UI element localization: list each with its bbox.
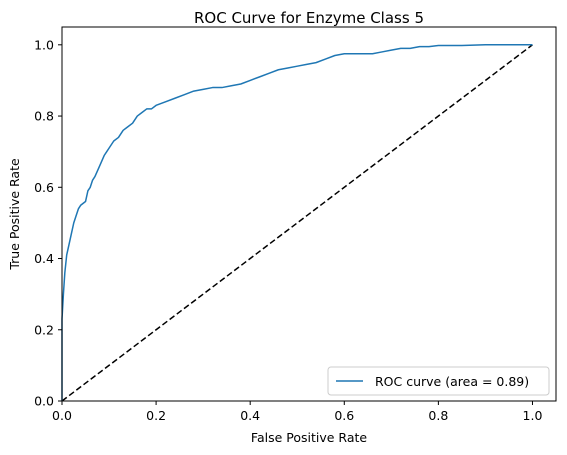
x-tick-label: 0.4 bbox=[240, 408, 260, 423]
legend-label: ROC curve (area = 0.89) bbox=[375, 374, 529, 389]
y-axis-label: True Positive Rate bbox=[7, 158, 22, 271]
legend: ROC curve (area = 0.89) bbox=[327, 366, 550, 396]
y-tick-label: 0.4 bbox=[34, 251, 54, 266]
x-tick-label: 0.8 bbox=[428, 408, 448, 423]
chance-diagonal-line bbox=[61, 44, 533, 402]
x-tick-label: 0.0 bbox=[52, 408, 72, 423]
y-tick-label: 0.8 bbox=[34, 109, 54, 124]
y-axis: 0.0 0.2 0.4 0.6 0.8 1.0 bbox=[34, 37, 62, 409]
y-tick-label: 0.2 bbox=[34, 322, 54, 337]
plot-area bbox=[61, 44, 533, 402]
plot-frame bbox=[61, 26, 557, 402]
x-tick-label: 0.2 bbox=[146, 408, 166, 423]
legend-box bbox=[327, 366, 550, 396]
roc-curve-line bbox=[61, 44, 533, 401]
x-tick-label: 0.6 bbox=[334, 408, 354, 423]
chart-title: ROC Curve for Enzyme Class 5 bbox=[194, 9, 424, 27]
y-tick-label: 1.0 bbox=[34, 37, 54, 52]
x-tick-label: 1.0 bbox=[523, 408, 543, 423]
y-tick-label: 0.0 bbox=[34, 394, 54, 409]
x-axis-label: False Positive Rate bbox=[251, 430, 367, 445]
x-axis: 0.0 0.2 0.4 0.6 0.8 1.0 bbox=[52, 401, 542, 423]
y-tick-label: 0.6 bbox=[34, 180, 54, 195]
